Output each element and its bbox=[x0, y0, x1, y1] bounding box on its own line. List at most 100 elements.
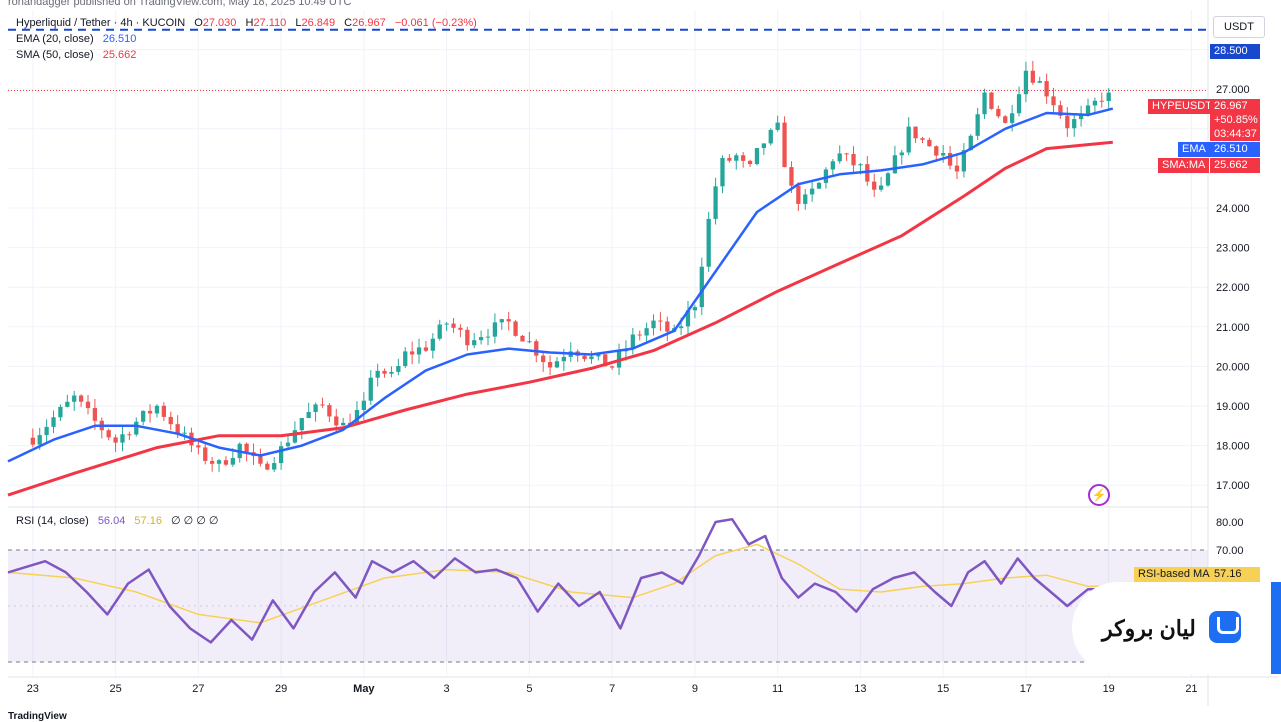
time-tick-label: 5 bbox=[526, 683, 532, 695]
time-tick-label: 21 bbox=[1185, 683, 1197, 695]
time-tick-label: 23 bbox=[27, 683, 39, 695]
lightning-icon[interactable]: ⚡ bbox=[1088, 484, 1110, 506]
candle bbox=[51, 410, 56, 434]
candle bbox=[368, 370, 373, 405]
candle bbox=[727, 154, 732, 163]
candle-body bbox=[416, 347, 422, 355]
candle bbox=[272, 456, 277, 472]
candle bbox=[520, 335, 525, 342]
candle-body bbox=[678, 326, 684, 329]
sma-legend[interactable]: SMA (50, close) 25.662 bbox=[16, 49, 142, 61]
candle-body bbox=[513, 321, 518, 336]
candle-body bbox=[803, 194, 808, 204]
candle-body bbox=[989, 92, 994, 109]
candle bbox=[1030, 60, 1035, 85]
candle-body bbox=[582, 355, 587, 360]
candle-body bbox=[741, 155, 746, 161]
candle bbox=[396, 358, 401, 376]
candle bbox=[1003, 115, 1008, 124]
candle-body bbox=[147, 410, 153, 414]
sma-line bbox=[7, 140, 1113, 497]
candle bbox=[416, 338, 422, 364]
candle-body bbox=[120, 434, 125, 443]
symbol-legend[interactable]: Hyperliquid / Tether · 4h · KUCOIN O27.0… bbox=[16, 17, 483, 29]
candle-body bbox=[658, 320, 663, 322]
candle-body bbox=[844, 153, 849, 155]
candle-body bbox=[299, 418, 304, 431]
rsi-panel bbox=[7, 517, 1208, 663]
candle bbox=[761, 143, 766, 155]
price-level-lines bbox=[8, 28, 1208, 92]
price-tick-label: 20.000 bbox=[1216, 361, 1250, 373]
candle-body bbox=[782, 122, 787, 168]
candle bbox=[706, 211, 711, 273]
candle bbox=[465, 326, 470, 351]
candle-body bbox=[878, 185, 884, 190]
candle-body bbox=[244, 443, 249, 453]
candle bbox=[341, 417, 346, 426]
rsi-tick-label: 80.00 bbox=[1216, 517, 1244, 529]
candle bbox=[403, 347, 408, 369]
candle-body bbox=[403, 351, 408, 367]
time-tick-label: 25 bbox=[109, 683, 121, 695]
candle bbox=[472, 333, 477, 349]
candle-body bbox=[1037, 81, 1042, 83]
time-tick-label: 7 bbox=[609, 683, 615, 695]
candle bbox=[541, 351, 546, 372]
candle bbox=[713, 177, 718, 225]
candle-body bbox=[1065, 115, 1070, 129]
level-price-tag: 28.500 bbox=[1210, 44, 1260, 59]
candle-body bbox=[375, 370, 380, 378]
candle bbox=[741, 151, 746, 168]
rsi-legend[interactable]: RSI (14, close) 56.04 57.16 ∅ ∅ ∅ ∅ bbox=[16, 514, 225, 527]
candle bbox=[685, 300, 691, 335]
candle bbox=[389, 366, 394, 378]
rsi-line bbox=[7, 517, 1113, 644]
candle-body bbox=[1010, 113, 1015, 123]
candle bbox=[492, 313, 498, 344]
candle bbox=[506, 311, 511, 331]
candle-body bbox=[223, 460, 229, 465]
candle-body bbox=[389, 371, 394, 374]
candle-body bbox=[92, 408, 98, 421]
currency-unit-button[interactable]: USDT bbox=[1213, 16, 1265, 38]
ema-tag: EMA bbox=[1178, 142, 1210, 157]
candle-body bbox=[885, 173, 891, 186]
candle bbox=[106, 428, 111, 441]
ema-legend[interactable]: EMA (20, close) 26.510 bbox=[16, 33, 142, 45]
candle-body bbox=[810, 188, 815, 195]
candle-body bbox=[472, 340, 477, 346]
ema-legend-label: EMA (20, close) bbox=[16, 33, 94, 45]
sma-tag: SMA:MA bbox=[1158, 158, 1210, 173]
candle-body bbox=[51, 417, 56, 427]
candle-body bbox=[630, 334, 635, 349]
candle bbox=[203, 441, 208, 465]
candle bbox=[816, 181, 822, 190]
candle-body bbox=[699, 266, 704, 308]
candle-body bbox=[437, 324, 442, 339]
candle bbox=[754, 148, 760, 166]
candle-body bbox=[927, 139, 932, 147]
candle bbox=[989, 91, 994, 110]
candle bbox=[85, 394, 91, 415]
candle-body bbox=[768, 129, 773, 144]
brand-logo-icon bbox=[1209, 611, 1241, 643]
candle-body bbox=[444, 323, 449, 325]
moving-average-lines bbox=[7, 107, 1114, 497]
candle-body bbox=[589, 356, 594, 360]
price-tick-label: 19.000 bbox=[1216, 401, 1250, 413]
candle bbox=[1092, 97, 1098, 115]
time-tick-label: 29 bbox=[275, 683, 287, 695]
candle bbox=[210, 457, 215, 472]
candle bbox=[478, 330, 484, 345]
candle-body bbox=[265, 463, 270, 470]
candle bbox=[554, 357, 560, 369]
candle-body bbox=[354, 409, 360, 425]
price-tick-label: 21.000 bbox=[1216, 322, 1250, 334]
candle-body bbox=[775, 122, 780, 130]
candle-body bbox=[320, 404, 325, 406]
candle bbox=[306, 402, 311, 419]
candle bbox=[961, 143, 966, 178]
time-tick-label: 19 bbox=[1103, 683, 1115, 695]
